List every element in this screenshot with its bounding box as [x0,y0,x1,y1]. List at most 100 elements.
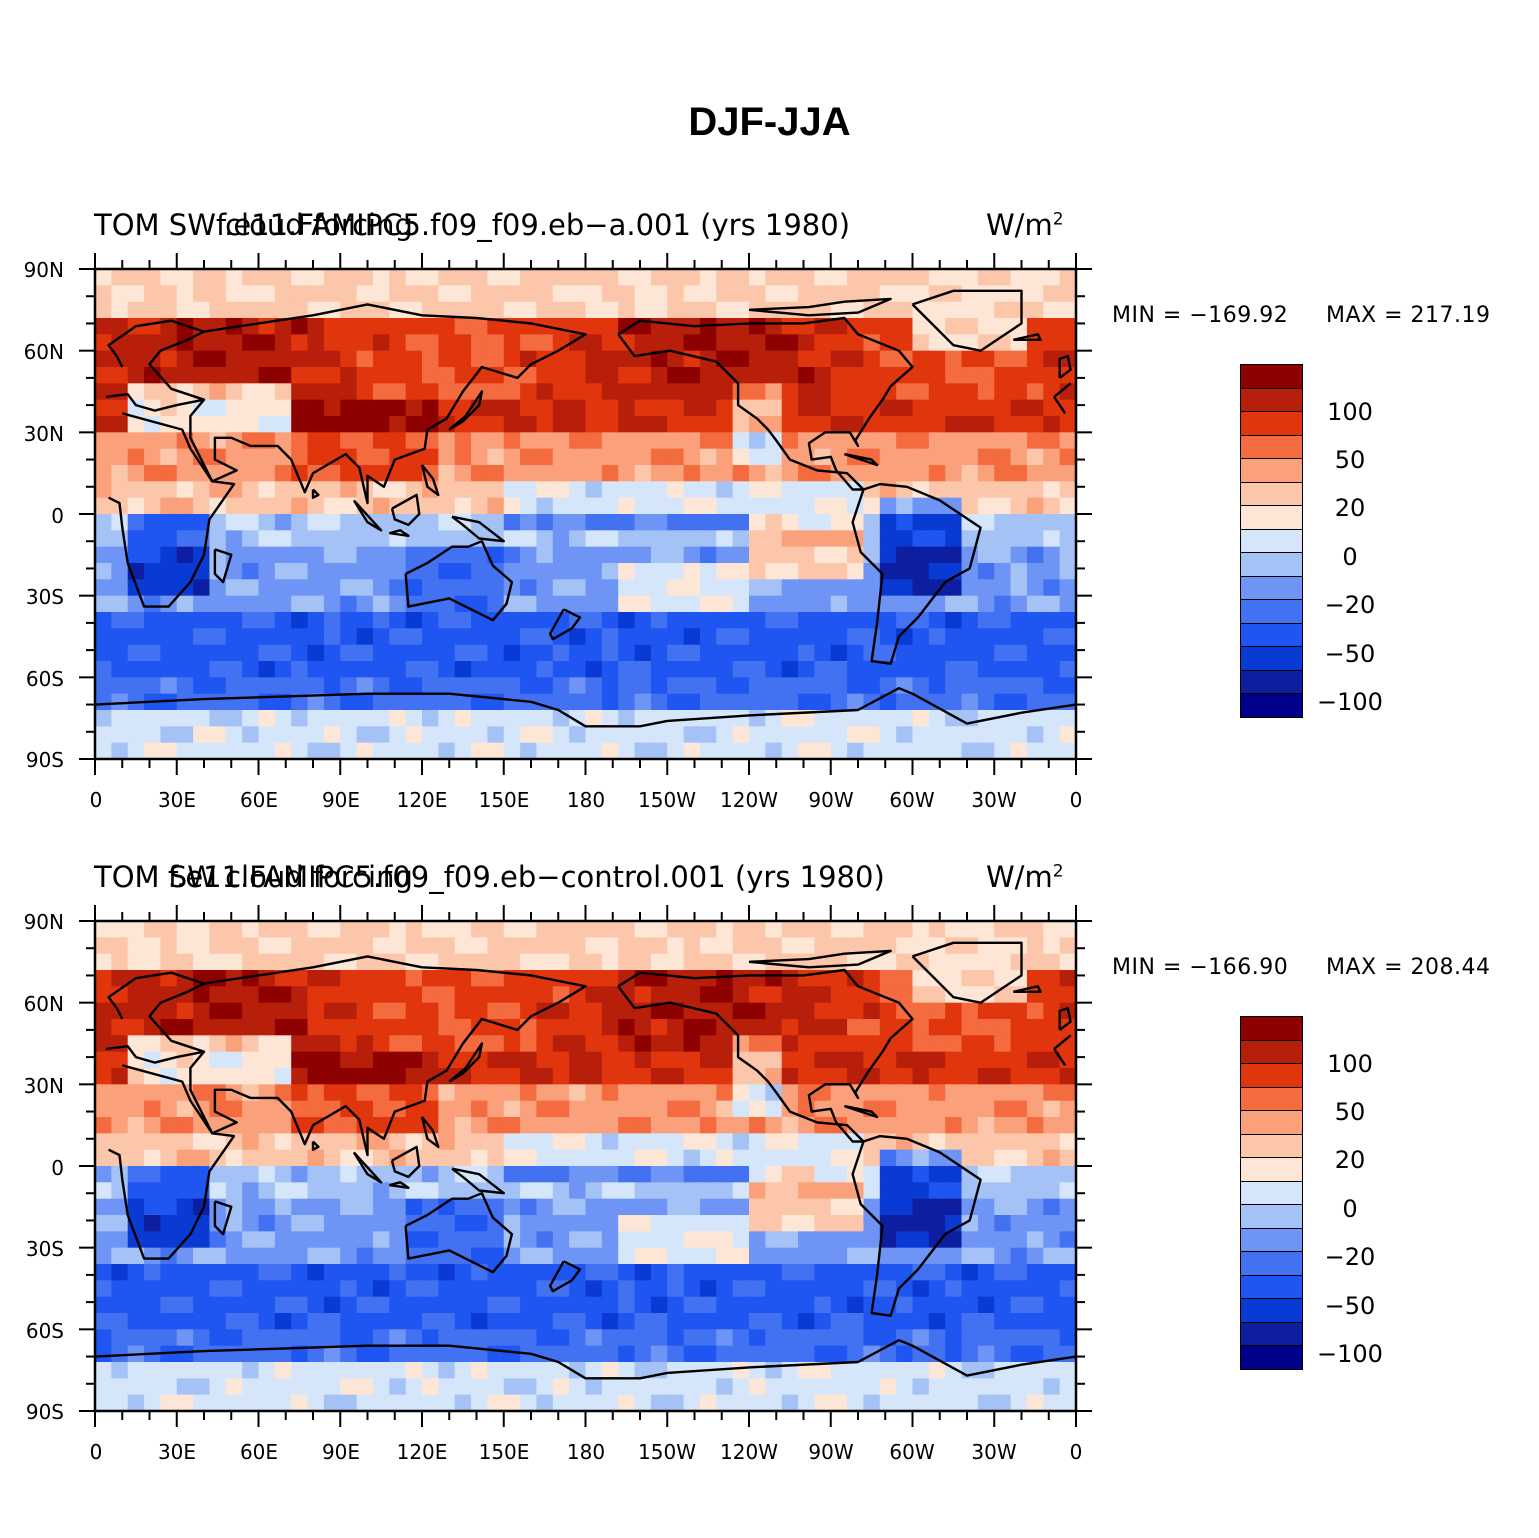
field-cell [258,1117,276,1134]
field-cell [160,1198,178,1216]
field-cell [1043,1068,1061,1085]
field-cell [1026,448,1044,466]
field-cell [765,546,783,564]
field-cell [1059,367,1077,384]
field-cell [471,1100,488,1118]
field-cell [912,399,930,417]
field-cell [340,628,358,646]
field-cell [667,661,685,678]
field-cell [879,1362,897,1379]
field-cell [422,1002,439,1020]
field-cell [209,269,227,286]
field-cell [667,432,685,450]
panel-2-case-title: f.e11.FAMIPC5.f09_f09.eb−control.001 (yr… [168,860,885,894]
field-cell [372,579,390,597]
field-cell [454,612,472,629]
field-cell [1010,1215,1028,1232]
field-cell [471,1247,488,1265]
field-cell [1043,1117,1061,1134]
field-cell [961,1117,979,1134]
field-cell [928,563,946,580]
field-cell [977,563,995,580]
field-cell [896,644,914,662]
field-cell [765,285,783,303]
field-cell [356,530,374,548]
field-cell [830,481,848,499]
field-cell [912,318,930,335]
field-cell [928,710,946,727]
field-cell [1059,1264,1077,1281]
field-cell [340,432,358,450]
field-cell [667,301,685,319]
field-cell [650,693,668,711]
field-cell [945,416,963,433]
field-cell [650,1068,668,1085]
field-cell [634,1198,652,1216]
field-cell [781,644,799,662]
field-cell [193,710,211,727]
field-cell [683,301,701,319]
field-cell [242,497,260,515]
panel-2-units: W/m2 [986,860,1064,894]
field-cell [569,742,587,760]
field-cell [471,1394,488,1412]
field-cell [716,563,734,580]
field-cell [814,1362,832,1379]
field-cell [1043,399,1061,417]
field-cell [307,1394,325,1412]
field-cell [1010,1345,1028,1363]
field-cell [585,497,603,515]
field-cell [683,448,701,466]
field-cell [176,677,194,695]
field-cell [340,269,358,286]
field-cell [896,1149,914,1167]
field-cell [699,1051,717,1069]
field-cell [274,1051,292,1069]
panel-2-max-label: MAX = 208.44 [1326,955,1491,980]
field-cell [95,1035,112,1053]
field-cell [961,318,979,335]
field-cell [798,465,815,482]
field-cell [127,269,145,286]
field-cell [258,350,276,368]
field-cell [372,1231,390,1249]
field-cell [209,1329,227,1347]
field-cell [879,546,897,564]
field-cell [814,1117,832,1134]
field-cell [945,448,963,466]
field-cell [961,563,979,580]
field-cell [127,1182,145,1200]
field-cell [928,350,946,368]
field-cell [879,661,897,678]
field-cell [732,1035,750,1053]
field-cell [258,367,276,384]
field-cell [552,1117,570,1134]
field-cell [503,1117,521,1134]
field-cell [340,1182,358,1200]
field-cell [536,921,554,938]
field-cell [994,1378,1012,1396]
field-cell [209,399,227,417]
field-cell [536,1133,554,1151]
field-cell [716,1231,734,1249]
field-cell [438,1002,456,1020]
field-cell [372,1019,390,1036]
field-cell [601,1084,619,1102]
field-cell [699,1166,717,1183]
field-cell [405,1068,423,1085]
field-cell [863,921,881,938]
field-cell [95,563,112,580]
field-cell [699,383,717,401]
field-cell [650,628,668,646]
field-cell [520,1264,538,1281]
field-cell [569,383,587,401]
field-cell [307,383,325,401]
field-cell [749,1149,766,1167]
field-cell [487,1329,505,1347]
field-cell [928,514,946,531]
field-cell [569,514,587,531]
field-cell [1043,986,1061,1004]
field-cell [372,269,390,286]
field-cell [487,334,505,352]
field-cell [111,612,129,629]
